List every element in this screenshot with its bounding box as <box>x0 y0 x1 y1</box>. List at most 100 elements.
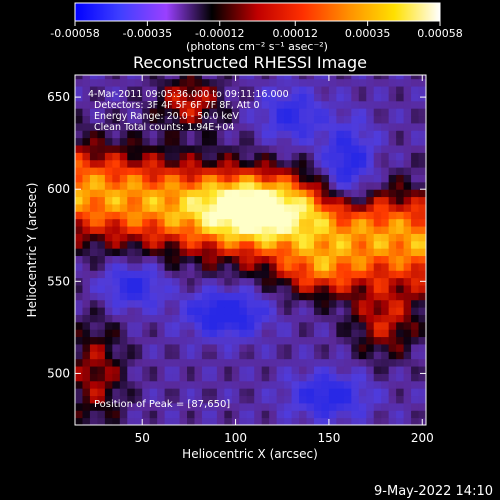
heatmap-pixel <box>276 159 285 168</box>
heatmap-pixel <box>187 100 195 109</box>
heatmap-pixel <box>112 358 121 367</box>
heatmap-pixel <box>328 240 337 249</box>
heatmap-pixel <box>157 262 166 271</box>
heatmap-pixel <box>246 181 255 190</box>
heatmap-pixel <box>306 285 315 293</box>
heatmap-pixel <box>306 329 315 338</box>
heatmap-pixel <box>172 388 181 397</box>
heatmap-pixel <box>187 380 195 389</box>
heatmap-pixel <box>291 203 300 212</box>
heatmap-pixel <box>224 314 233 323</box>
heatmap-pixel <box>104 115 113 124</box>
heatmap-pixel <box>261 402 270 411</box>
heatmap-pixel <box>216 108 225 117</box>
heatmap-pixel <box>119 270 128 279</box>
heatmap-pixel <box>239 299 248 308</box>
heatmap-pixel <box>418 343 426 352</box>
heatmap-pixel <box>373 233 382 242</box>
heatmap-pixel <box>239 270 248 279</box>
heatmap-pixel <box>269 373 278 382</box>
heatmap-pixel <box>239 218 248 227</box>
heatmap-pixel <box>373 108 382 117</box>
heatmap-pixel <box>306 100 315 109</box>
heatmap-pixel <box>112 285 121 293</box>
heatmap-pixel <box>284 380 293 389</box>
heatmap-pixel <box>276 174 285 183</box>
heatmap-pixel <box>127 248 136 257</box>
heatmap-pixel <box>284 100 293 109</box>
heatmap-pixel <box>261 329 270 338</box>
heatmap-pixel <box>336 255 345 264</box>
heatmap-pixel <box>134 366 143 374</box>
heatmap-pixel <box>231 380 240 389</box>
heatmap-pixel <box>216 336 225 345</box>
heatmap-pixel <box>142 145 151 153</box>
heatmap-pixel <box>358 100 367 109</box>
heatmap-pixel <box>142 115 151 124</box>
heatmap-pixel <box>284 122 293 131</box>
heatmap-pixel <box>254 277 263 286</box>
heatmap-pixel <box>403 196 412 205</box>
heatmap-pixel <box>209 189 218 198</box>
heatmap-pixel <box>239 226 248 234</box>
heatmap-pixel <box>366 233 375 242</box>
heatmap-pixel <box>142 248 151 257</box>
heatmap-pixel <box>89 395 98 404</box>
heatmap-pixel <box>187 218 195 227</box>
heatmap-pixel <box>343 196 352 205</box>
heatmap-pixel <box>157 395 166 404</box>
heatmap-pixel <box>373 285 382 293</box>
heatmap-pixel <box>172 130 181 139</box>
heatmap-pixel <box>149 174 158 183</box>
heatmap-pixel <box>381 174 390 183</box>
heatmap-pixel <box>104 380 113 389</box>
heatmap-pixel <box>201 366 210 374</box>
heatmap-pixel <box>104 189 113 198</box>
heatmap-pixel <box>403 248 412 257</box>
heatmap-pixel <box>97 380 106 389</box>
heatmap-pixel <box>313 233 322 242</box>
heatmap-pixel <box>254 218 263 227</box>
heatmap-pixel <box>306 78 315 87</box>
heatmap-pixel <box>313 343 322 352</box>
heatmap-pixel <box>82 262 91 271</box>
heatmap-pixel <box>179 189 188 198</box>
heatmap-pixel <box>194 189 203 198</box>
heatmap-pixel <box>351 86 360 94</box>
heatmap-pixel <box>187 203 195 212</box>
heatmap-pixel <box>187 299 195 308</box>
heatmap-pixel <box>216 285 225 293</box>
heatmap-pixel <box>142 417 151 425</box>
heatmap-pixel <box>194 108 203 117</box>
heatmap-pixel <box>254 152 263 161</box>
heatmap-pixel <box>291 292 300 301</box>
heatmap-pixel <box>239 211 248 220</box>
colorbar <box>74 2 441 22</box>
heatmap-pixel <box>112 189 121 198</box>
heatmap-pixel <box>127 196 136 205</box>
heatmap-pixel <box>396 262 405 271</box>
heatmap-pixel <box>75 174 83 183</box>
heatmap-pixel <box>134 78 143 87</box>
heatmap-pixel <box>97 351 106 360</box>
heatmap-pixel <box>411 417 420 425</box>
heatmap-pixel <box>396 285 405 293</box>
heatmap-pixel <box>82 122 91 131</box>
heatmap-pixel <box>119 277 128 286</box>
heatmap-pixel <box>403 270 412 279</box>
heatmap-pixel <box>75 292 83 301</box>
heatmap-pixel <box>179 373 188 382</box>
heatmap-pixel <box>201 388 210 397</box>
y-tick-label: 650 <box>47 90 70 104</box>
heatmap-pixel <box>313 189 322 198</box>
heatmap-pixel <box>209 410 218 419</box>
heatmap-pixel <box>75 366 83 374</box>
heatmap-pixel <box>216 233 225 242</box>
heatmap-pixel <box>321 299 330 308</box>
heatmap-pixel <box>269 402 278 411</box>
heatmap-pixel <box>284 108 293 117</box>
heatmap-pixel <box>112 329 121 338</box>
heatmap-pixel <box>216 248 225 257</box>
heatmap-pixel <box>291 100 300 109</box>
heatmap-pixel <box>82 402 91 411</box>
